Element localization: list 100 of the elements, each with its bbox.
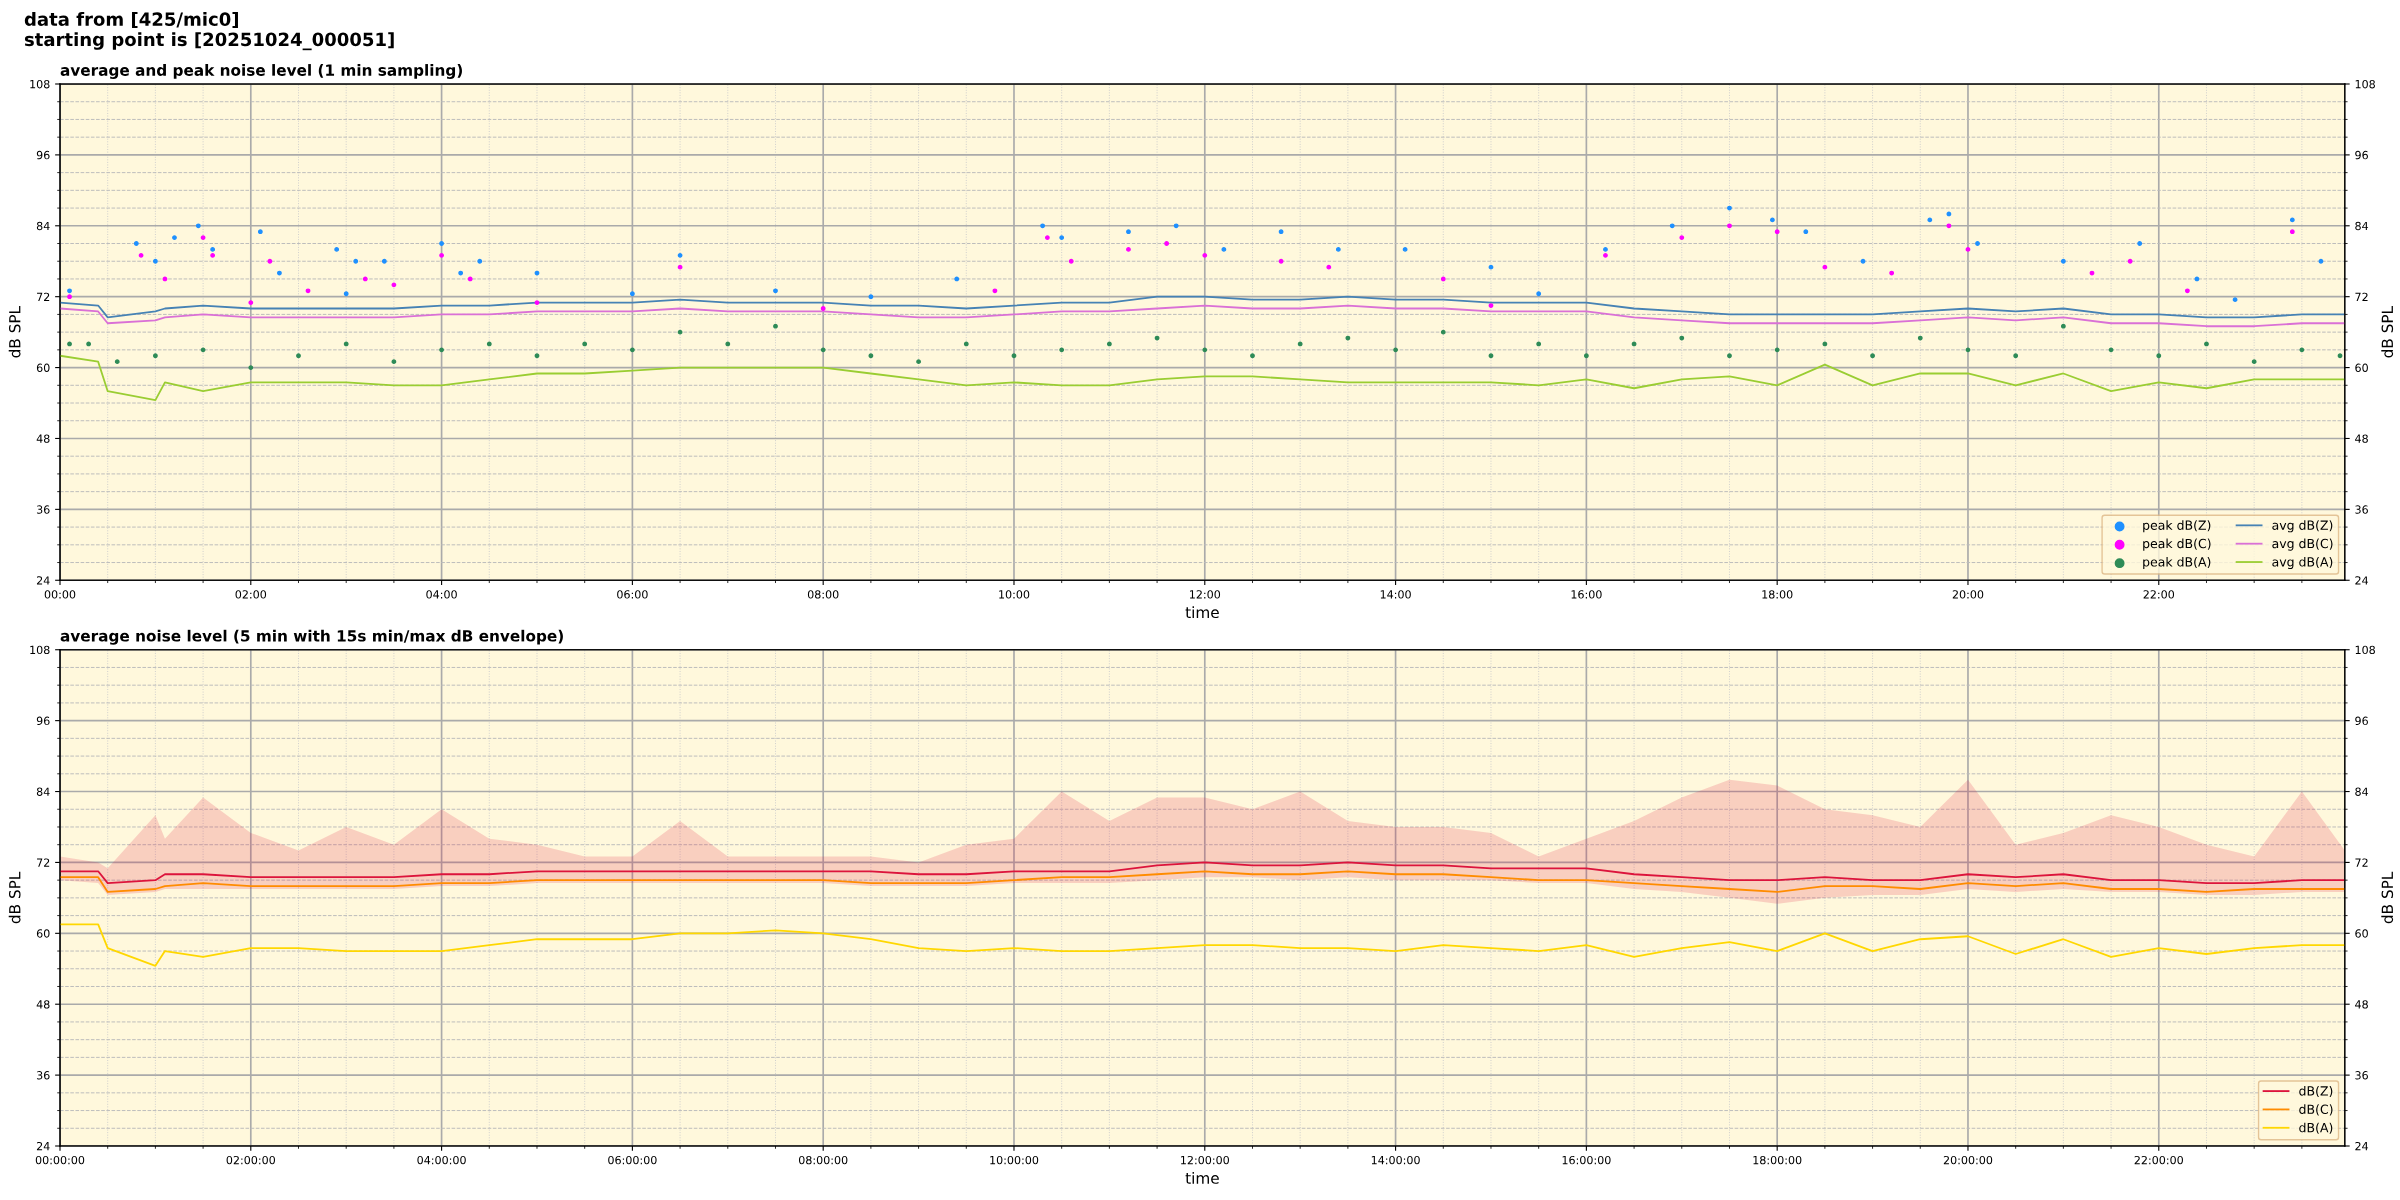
point (1669, 223, 1675, 229)
point (2108, 347, 2114, 353)
x-tick-label: 00:00:00 (35, 1155, 85, 1165)
point (200, 235, 206, 241)
point (353, 258, 359, 264)
point (1402, 247, 1408, 252)
y2-tick-label: 96 (2355, 716, 2368, 726)
point (1173, 223, 1179, 229)
point (1727, 223, 1732, 229)
point (296, 353, 301, 359)
y2-tick-label: 72 (2355, 858, 2368, 867)
point (1202, 252, 1208, 258)
point (1440, 276, 1446, 282)
x-tick-label: 04:00:00 (417, 1155, 466, 1165)
point (267, 258, 273, 264)
y2-tick-label: 84 (2355, 221, 2369, 231)
point (2232, 297, 2238, 303)
point (1059, 347, 1065, 353)
x-tick-label: 10:00 (999, 590, 1030, 599)
point (1326, 264, 1332, 270)
point (1278, 258, 1284, 264)
point (1440, 329, 1446, 335)
point (2299, 347, 2305, 353)
point (1679, 235, 1685, 241)
point (1488, 353, 1494, 359)
y2-tick-label: 24 (2355, 1141, 2369, 1151)
point (1059, 235, 1065, 241)
point (1583, 353, 1589, 359)
y2-tick-label: 72 (2355, 292, 2368, 301)
point (1803, 229, 1809, 235)
point (153, 258, 158, 264)
point (2289, 217, 2295, 223)
point (162, 276, 168, 282)
y2-tick-label: 84 (2355, 787, 2369, 796)
point (1822, 341, 1828, 347)
point (343, 291, 349, 297)
chart-title: average and peak noise level (1 min sampling) (60, 64, 462, 79)
x-tick-label: 02:00:00 (226, 1155, 276, 1165)
y2-tick-label: 48 (2355, 1000, 2368, 1009)
point (629, 347, 635, 353)
point (1946, 223, 1952, 229)
legend-label: avg dB(A) (2272, 556, 2333, 570)
x-tick-label: 20:00:00 (1943, 1155, 1993, 1165)
point (277, 270, 282, 276)
y-tick-label: 72 (37, 292, 50, 301)
point (391, 359, 397, 365)
point (305, 288, 311, 294)
point (773, 323, 778, 329)
point (629, 291, 635, 297)
point (725, 341, 731, 347)
point (172, 235, 177, 241)
legend-label: peak dB(Z) (2143, 520, 2211, 533)
chart-title: average noise level (5 min with 15s min/max dB envelope) (60, 629, 563, 645)
x-tick-label: 06:00:00 (608, 1155, 657, 1165)
point (534, 270, 540, 276)
y-tick-label: 84 (36, 221, 50, 231)
point (582, 341, 588, 347)
point (458, 270, 464, 276)
point (1975, 241, 1980, 246)
x-tick-label: 22:00:00 (2134, 1155, 2183, 1165)
point (334, 247, 340, 252)
x-tick-label: 02:00 (235, 590, 267, 599)
x-tick-label: 16:00 (1571, 590, 1602, 599)
line-series (60, 304, 2345, 328)
y-tick-label: 96 (36, 716, 50, 726)
point (381, 258, 387, 264)
point (1126, 229, 1131, 235)
point (1011, 353, 1017, 359)
y2-tick-label: 108 (2355, 79, 2375, 89)
legend-label: dB(C) (2299, 1104, 2333, 1116)
point (820, 306, 826, 311)
line-series (60, 354, 2345, 401)
x-tick-label: 04:00 (426, 590, 457, 599)
point (2127, 258, 2133, 264)
point (153, 353, 158, 359)
point (1822, 264, 1828, 270)
x-tick-label: 12:00 (1189, 590, 1221, 599)
y2-tick-label: 36 (2355, 505, 2368, 514)
point (963, 341, 969, 347)
point (1536, 291, 1542, 297)
point (439, 252, 444, 258)
point (677, 329, 683, 335)
point (114, 359, 120, 365)
point (1393, 347, 1398, 353)
point (1488, 303, 1494, 308)
point (1335, 247, 1341, 252)
point (2318, 258, 2324, 264)
point (67, 294, 72, 300)
point (1965, 347, 1971, 353)
point (2060, 258, 2066, 264)
line-series (60, 870, 2345, 893)
x-tick-label: 18:00 (1762, 590, 1793, 599)
y-tick-label: 24 (36, 1141, 50, 1151)
point (1965, 247, 1971, 252)
point (1154, 335, 1160, 341)
legend-label: dB(A) (2299, 1122, 2333, 1134)
y-tick-label: 72 (37, 858, 50, 867)
point (1250, 353, 1255, 359)
legend-label: dB(Z) (2299, 1085, 2333, 1098)
point (2289, 229, 2295, 235)
